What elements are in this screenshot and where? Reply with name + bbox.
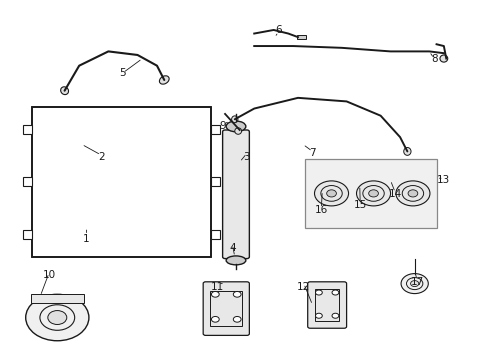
Ellipse shape <box>439 55 447 62</box>
Circle shape <box>410 280 418 287</box>
Circle shape <box>331 290 338 295</box>
Circle shape <box>315 290 322 295</box>
Bar <box>210 291 242 327</box>
FancyBboxPatch shape <box>203 282 249 336</box>
Text: 6: 6 <box>275 25 281 35</box>
Bar <box>23 177 31 186</box>
Bar <box>31 107 211 257</box>
Text: 17: 17 <box>409 277 423 287</box>
Text: 13: 13 <box>436 175 449 185</box>
Circle shape <box>233 292 241 297</box>
Ellipse shape <box>403 148 410 156</box>
Text: 7: 7 <box>308 148 315 158</box>
FancyBboxPatch shape <box>307 282 346 328</box>
Circle shape <box>326 190 336 197</box>
Bar <box>296 35 305 39</box>
Circle shape <box>331 313 338 318</box>
Ellipse shape <box>234 128 241 134</box>
Bar <box>31 107 211 257</box>
Ellipse shape <box>225 256 245 265</box>
Circle shape <box>356 181 390 206</box>
Circle shape <box>315 313 322 318</box>
Text: 10: 10 <box>42 270 56 280</box>
Text: 8: 8 <box>430 54 437 64</box>
Bar <box>31 107 211 257</box>
Bar <box>23 230 31 239</box>
Text: 5: 5 <box>120 68 126 78</box>
Ellipse shape <box>225 121 245 132</box>
Circle shape <box>395 181 429 206</box>
Ellipse shape <box>61 87 68 95</box>
Text: 11: 11 <box>211 282 224 292</box>
Text: 15: 15 <box>353 200 366 210</box>
Text: 4: 4 <box>228 243 235 253</box>
Circle shape <box>368 190 378 197</box>
Text: 2: 2 <box>98 152 104 162</box>
Text: 16: 16 <box>314 205 327 215</box>
Bar <box>30 294 84 303</box>
Bar <box>23 125 31 134</box>
Circle shape <box>211 316 219 322</box>
Text: 9: 9 <box>219 121 225 131</box>
Bar <box>305 158 436 228</box>
Text: 14: 14 <box>388 189 401 199</box>
Bar <box>314 289 339 321</box>
Circle shape <box>400 274 427 294</box>
Circle shape <box>48 311 67 324</box>
Text: 1: 1 <box>83 234 90 244</box>
Circle shape <box>233 316 241 322</box>
FancyBboxPatch shape <box>222 130 249 258</box>
Circle shape <box>314 181 348 206</box>
Ellipse shape <box>231 116 238 123</box>
Bar <box>211 125 220 134</box>
Ellipse shape <box>159 76 169 84</box>
Circle shape <box>26 294 89 341</box>
Circle shape <box>407 190 417 197</box>
Circle shape <box>211 292 219 297</box>
Text: 12: 12 <box>297 282 310 292</box>
Bar <box>211 230 220 239</box>
Text: 3: 3 <box>243 152 250 162</box>
Bar <box>211 177 220 186</box>
